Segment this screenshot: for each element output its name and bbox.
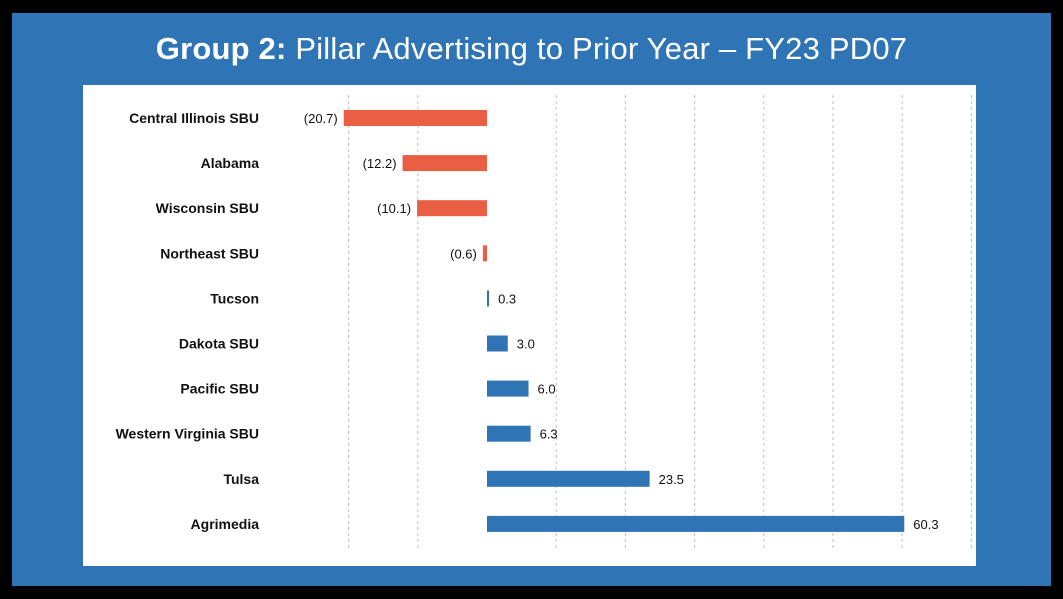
chart-panel: Central Illinois SBU (20.7) Alabama (12.2) W… [83,85,976,566]
bar [487,335,508,352]
bar [487,470,650,487]
category-label: Western Virginia SBU [116,426,259,442]
data-label: 23.5 [659,472,684,487]
chart-title-rest: Pillar Advertising to Prior Year – FY23 … [286,31,908,66]
data-label: 0.3 [498,291,516,306]
bar [343,110,487,126]
chart-title-bold: Group 2: [155,31,287,66]
category-label: Agrimedia [191,516,260,532]
bar [487,515,905,532]
data-label: (20.7) [304,111,338,126]
category-label: Tucson [210,290,259,306]
slide-background: Group 2: Pillar Advertising to Prior Yea… [12,13,1051,586]
category-label: Wisconsin SBU [156,200,259,216]
bar [487,425,531,442]
chart-title: Group 2: Pillar Advertising to Prior Yea… [12,31,1051,67]
category-label: Alabama [201,155,260,171]
bar-chart: Central Illinois SBU (20.7) Alabama (12.2) W… [116,95,972,550]
category-label: Northeast SBU [160,245,259,261]
bar [487,290,490,307]
category-label: Central Illinois SBU [129,110,259,126]
data-label: (12.2) [363,156,397,171]
bar [487,380,529,397]
bar [417,200,487,217]
category-label: Dakota SBU [179,336,259,352]
category-label: Pacific SBU [180,381,259,397]
bar [402,155,487,172]
data-label: 6.0 [538,382,556,397]
data-label: 60.3 [913,517,938,532]
data-label: 3.0 [517,337,535,352]
data-label: (10.1) [377,201,411,216]
data-label: (0.6) [450,246,477,261]
data-label: 6.3 [540,427,558,442]
category-label: Tulsa [223,471,259,487]
bar [482,245,487,262]
